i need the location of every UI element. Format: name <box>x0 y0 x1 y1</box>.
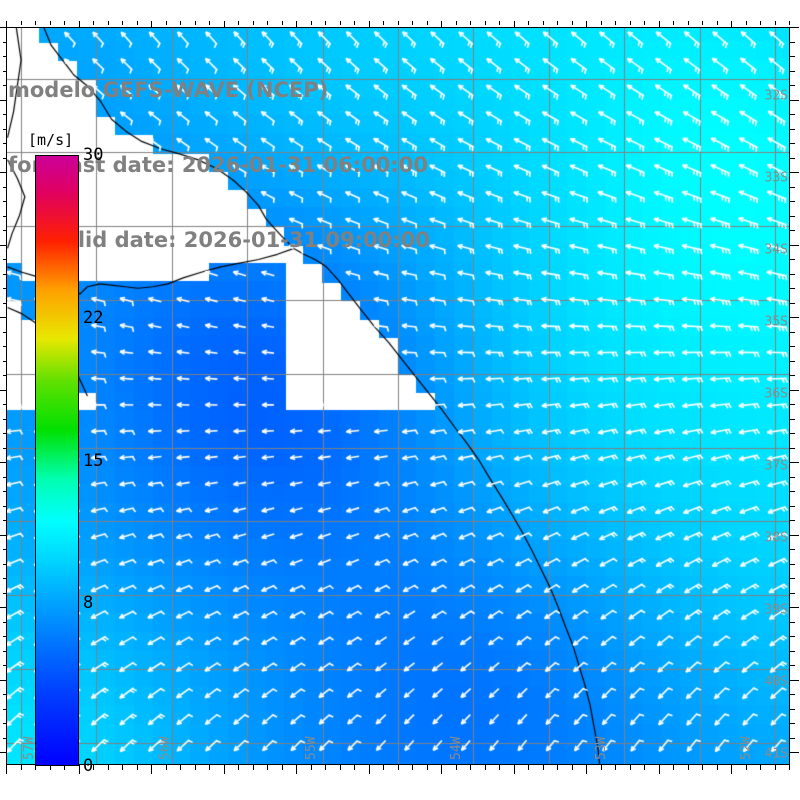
lon-label-56W: 56W <box>158 736 173 760</box>
lat-label-40S: 40S <box>764 674 788 690</box>
lat-label-36S: 36S <box>764 386 788 402</box>
lon-label-52W: 52W <box>739 736 754 760</box>
lat-label-32S: 32S <box>764 88 788 104</box>
lat-label-35S: 35S <box>764 314 788 330</box>
bottom-tick-rail <box>6 765 790 774</box>
lat-label-34S: 34S <box>764 242 788 258</box>
ocean-field <box>6 27 790 765</box>
colorbar <box>35 155 79 766</box>
colorbar-gradient <box>36 156 78 765</box>
lat-label-39S: 39S <box>764 602 788 618</box>
lon-label-54W: 54W <box>449 736 464 760</box>
lat-label-33S: 33S <box>764 170 788 186</box>
right-tick-rail <box>790 27 799 765</box>
lat-label-37S: 37S <box>764 458 788 474</box>
lat-label-41S: 41S <box>764 746 788 762</box>
lon-label-55W: 55W <box>304 736 319 760</box>
valid-date-line: valid date: 2026-01-31 09:00:00 <box>50 228 430 252</box>
colorbar-tick-30: 30 <box>83 145 104 165</box>
wind-barbs-canvas <box>6 27 790 765</box>
colorbar-tick-8: 8 <box>83 593 94 614</box>
lon-label-57W: 57W <box>22 736 37 760</box>
colorbar-tick-22: 22 <box>83 307 104 328</box>
model-title: modelo GEFS-WAVE (NCEP) <box>8 78 329 102</box>
colorbar-unit-label: [m/s] <box>28 131 74 149</box>
colorbar-tick-0: 0 <box>83 756 94 776</box>
title-block: modelo GEFS-WAVE (NCEP) forecast date: 2… <box>8 28 528 303</box>
lat-label-38S: 38S <box>764 530 788 546</box>
lon-label-53W: 53W <box>594 736 609 760</box>
map-plot-area[interactable] <box>6 27 790 765</box>
left-tick-rail <box>0 27 7 765</box>
top-tick-rail <box>6 21 790 28</box>
colorbar-tick-15: 15 <box>83 450 104 471</box>
